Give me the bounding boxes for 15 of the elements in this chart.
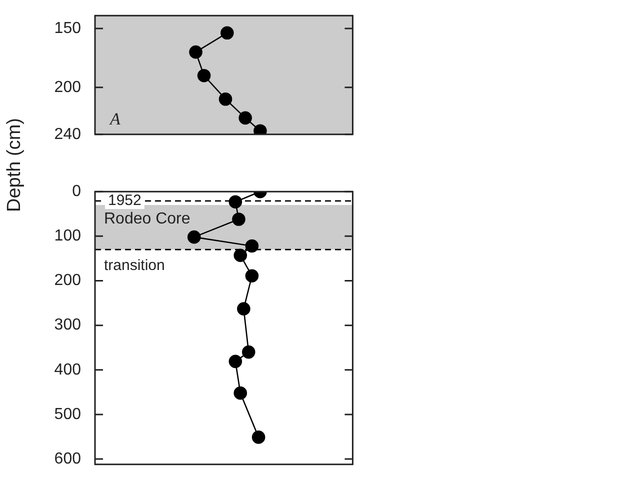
y-tick-label: 150 [54, 20, 82, 37]
band-label: Rodeo Core [104, 210, 190, 228]
y-tick-label: 400 [54, 361, 82, 378]
y-tick-label: 240 [54, 126, 82, 143]
y-tick-label: 200 [54, 78, 82, 96]
y-tick-label: 100 [54, 228, 82, 245]
y-tick-label: 600 [54, 450, 82, 468]
y-tick-label: 500 [54, 406, 82, 423]
y-tick-label: 0 [72, 183, 82, 200]
y-tick-label: 200 [54, 272, 82, 290]
ref-line-label: transition [104, 257, 165, 274]
y-tick-label: 300 [54, 316, 82, 334]
annotation: 1952 [108, 192, 142, 210]
annotation: A [109, 109, 121, 128]
y-axis-title: Depth (cm) [4, 118, 26, 212]
